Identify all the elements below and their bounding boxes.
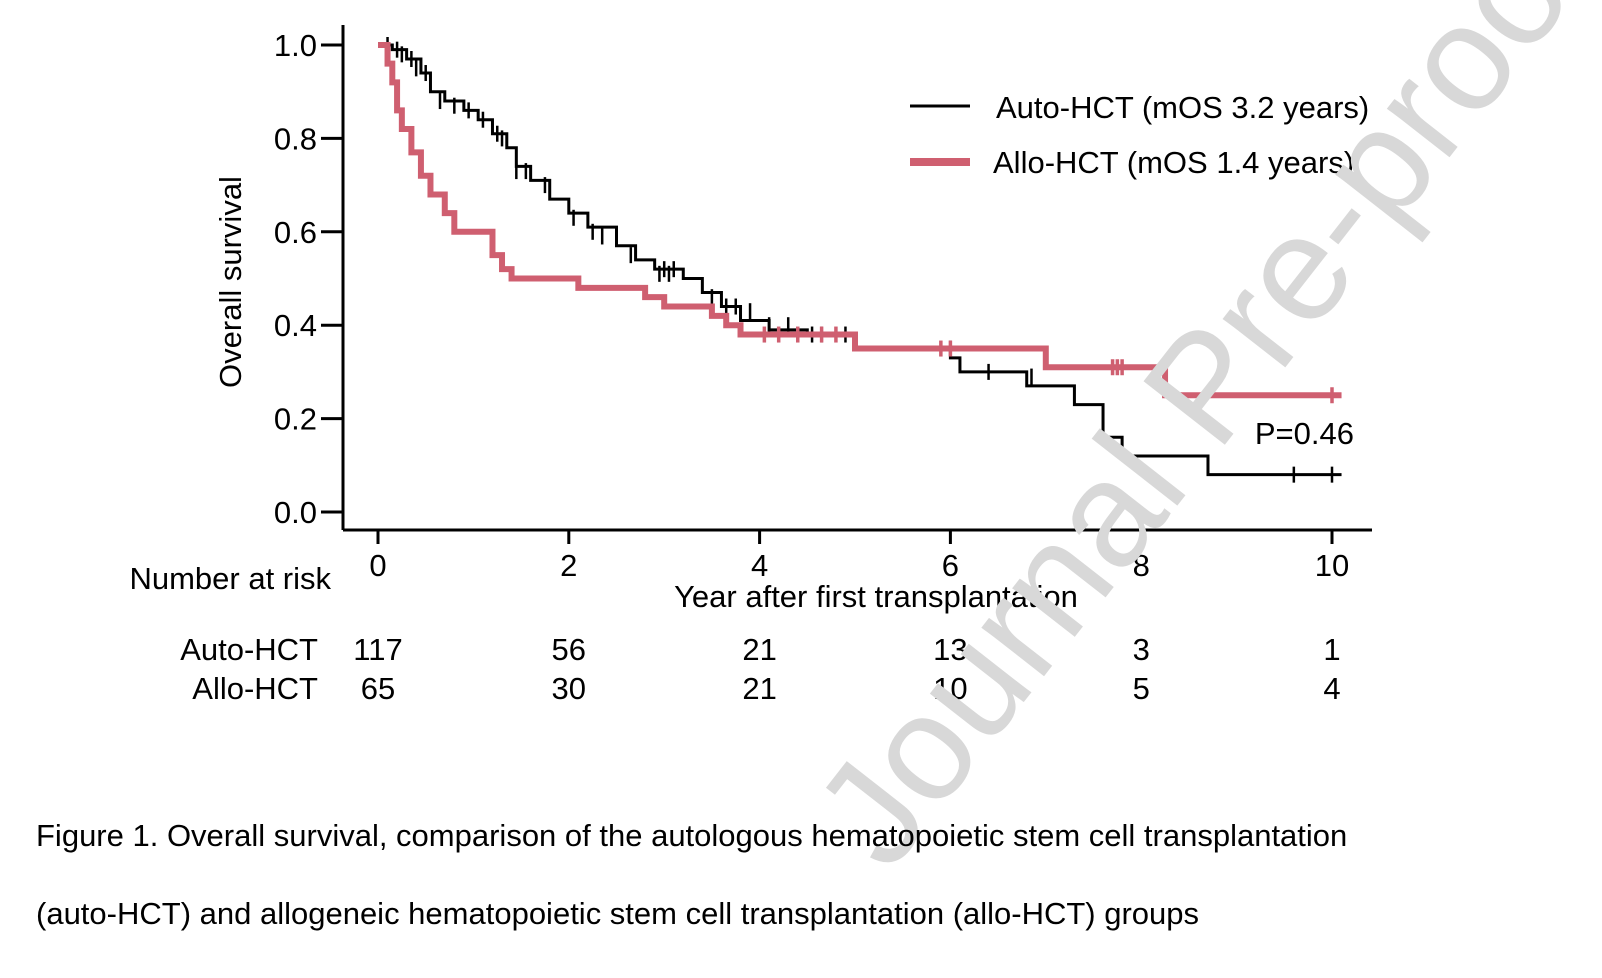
series-layer bbox=[378, 37, 1342, 483]
legend-label-auto: Auto-HCT (mOS 3.2 years) bbox=[996, 90, 1369, 125]
risk-value: 3 bbox=[1133, 632, 1150, 667]
legend: Auto-HCT (mOS 3.2 years) Allo-HCT (mOS 1… bbox=[910, 90, 1369, 180]
x-tick-label: 4 bbox=[751, 548, 768, 583]
plot-axes bbox=[341, 25, 1372, 532]
figure-caption-line-1: Figure 1. Overall survival, comparison o… bbox=[36, 818, 1348, 853]
risk-row-label: Auto-HCT bbox=[180, 632, 318, 667]
risk-value: 21 bbox=[742, 632, 776, 667]
risk-value: 56 bbox=[552, 632, 586, 667]
legend-label-allo: Allo-HCT (mOS 1.4 years) bbox=[993, 145, 1354, 180]
risk-row-label: Allo-HCT bbox=[192, 671, 318, 706]
risk-value: 30 bbox=[552, 671, 586, 706]
y-tick-label: 0.8 bbox=[274, 121, 317, 156]
x-tick-label: 10 bbox=[1315, 548, 1349, 583]
series-line-allo-hct bbox=[378, 42, 1342, 399]
risk-value: 117 bbox=[353, 632, 402, 667]
risk-value: 65 bbox=[361, 671, 395, 706]
risk-value: 5 bbox=[1133, 671, 1150, 706]
y-tick-label: 0.0 bbox=[274, 495, 317, 530]
figure-caption-line-2: (auto-HCT) and allogeneic hematopoietic … bbox=[36, 896, 1200, 931]
axis-ticks: 0.0 0.2 0.4 0.6 0.8 1.0 0 2 4 6 8 10 bbox=[274, 28, 1349, 583]
y-tick-label: 0.4 bbox=[274, 308, 317, 343]
y-axis-label: Overall survival bbox=[213, 176, 248, 388]
x-tick-label: 2 bbox=[560, 548, 577, 583]
y-tick-label: 0.2 bbox=[274, 402, 317, 437]
y-tick-label: 1.0 bbox=[274, 28, 317, 63]
x-tick-label: 0 bbox=[369, 548, 386, 583]
risk-value: 21 bbox=[742, 671, 776, 706]
risk-value: 4 bbox=[1323, 671, 1340, 706]
x-tick-label: 8 bbox=[1133, 548, 1150, 583]
y-tick-label: 0.6 bbox=[274, 215, 317, 250]
x-tick-label: 6 bbox=[942, 548, 959, 583]
p-value-annotation: P=0.46 bbox=[1255, 416, 1354, 451]
x-axis-label: Year after first transplantation bbox=[674, 579, 1078, 614]
risk-table-title: Number at risk bbox=[129, 561, 331, 596]
risk-value: 13 bbox=[933, 632, 967, 667]
risk-value: 1 bbox=[1323, 632, 1340, 667]
risk-value: 10 bbox=[933, 671, 967, 706]
risk-table: Auto-HCT 117 56 21 13 3 1 Allo-HCT 65 30 21 10 5 4 bbox=[180, 632, 1340, 706]
